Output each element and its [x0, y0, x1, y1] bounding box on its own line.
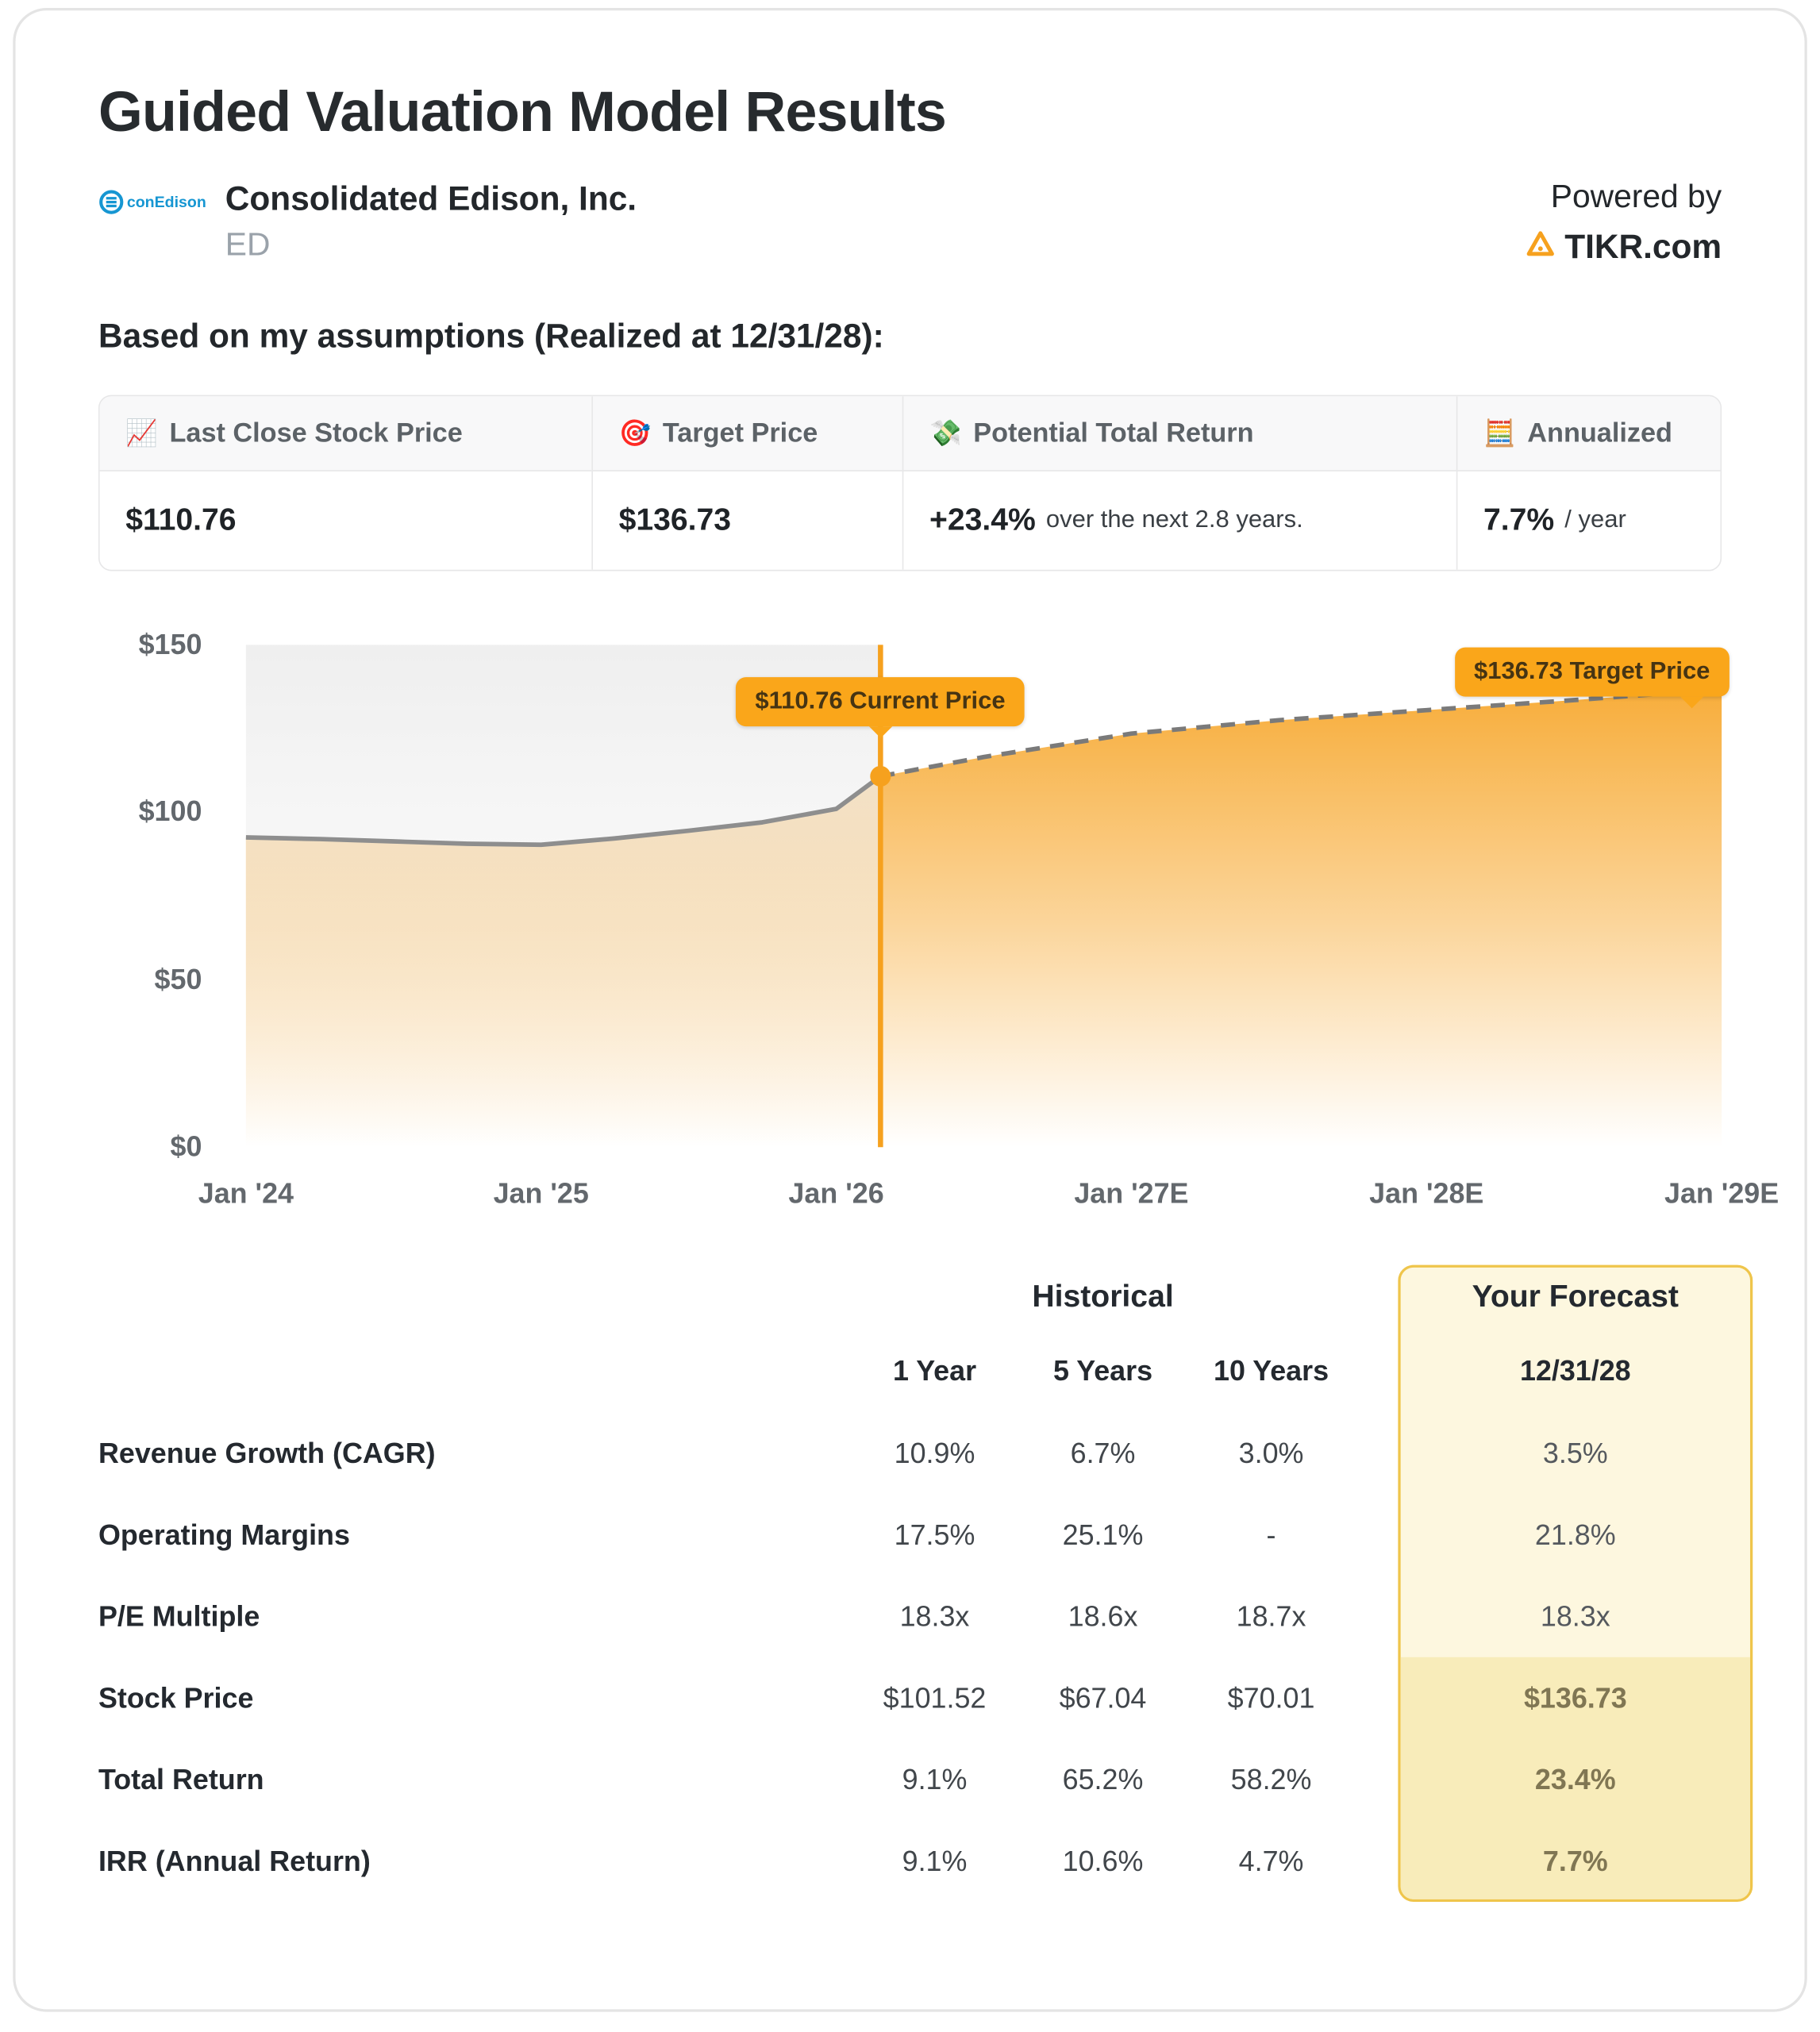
x-axis-label: Jan '29E [1664, 1176, 1780, 1210]
forecast-highlight-box-dark [1400, 1657, 1750, 1899]
historical-value-cell: 9.1% [902, 1844, 968, 1877]
money-with-wings-icon: 💸 [929, 419, 962, 448]
total-return-header: 💸 Potential Total Return [902, 396, 1456, 471]
historical-value-cell: 10.6% [1062, 1844, 1144, 1877]
abacus-icon: 🧮 [1483, 419, 1516, 448]
last-close-header: 📈 Last Close Stock Price [99, 396, 592, 471]
historical-value-cell: $101.52 [883, 1680, 987, 1714]
current-price-callout: $110.76 Current Price [735, 677, 1025, 727]
forecast-value-cell: 18.3x [1540, 1599, 1610, 1632]
annualized-header: 🧮 Annualized [1456, 396, 1721, 471]
metric-row-label: Operating Margins [98, 1518, 350, 1551]
historical-value-cell: 58.2% [1230, 1762, 1312, 1795]
forecast-value-cell: 23.4% [1534, 1762, 1616, 1795]
x-axis-label: Jan '25 [493, 1176, 589, 1210]
historical-value-cell: 18.7x [1236, 1599, 1306, 1632]
historical-value-cell: 10.9% [894, 1436, 975, 1469]
target-icon: 🎯 [618, 419, 652, 448]
total-return-value: +23.4% over the next 2.8 years. [902, 471, 1456, 570]
svg-text:conEdison: conEdison [127, 194, 206, 211]
metrics-table: Historical Your Forecast 1 Year 5 Years … [98, 1264, 1753, 1903]
historical-value-cell: $70.01 [1227, 1680, 1315, 1714]
historical-value-cell: 3.0% [1238, 1436, 1304, 1469]
historical-value-cell: - [1266, 1518, 1276, 1551]
ticker-symbol: ED [225, 226, 271, 264]
company-name: Consolidated Edison, Inc. [225, 179, 637, 218]
historical-value-cell: 65.2% [1062, 1762, 1144, 1795]
col-header-5y: 5 Years [1052, 1354, 1153, 1387]
metric-row-label: Revenue Growth (CAGR) [98, 1436, 436, 1469]
annualized-value: 7.7% / year [1456, 471, 1721, 570]
chart-increasing-icon: 📈 [125, 419, 158, 448]
assumptions-heading: Based on my assumptions (Realized at 12/… [98, 316, 884, 356]
forecast-value-cell: 3.5% [1542, 1436, 1608, 1469]
historical-group-header: Historical [1032, 1279, 1174, 1314]
x-axis-label: Jan '27E [1074, 1176, 1189, 1210]
price-chart: $150 $100 $50 $0 Jan '24 Jan '25 Jan '26… [98, 625, 1780, 1231]
historical-value-cell: 25.1% [1062, 1518, 1144, 1551]
page: Guided Valuation Model Results conEdison… [0, 8, 1820, 2032]
forecast-value-cell: $136.73 [1523, 1680, 1627, 1714]
historical-value-cell: 17.5% [894, 1518, 975, 1551]
historical-value-cell: $67.04 [1059, 1680, 1147, 1714]
tikr-triangle-icon [1526, 231, 1554, 264]
col-header-1y: 1 Year [892, 1354, 977, 1387]
last-close-value: $110.76 [125, 502, 237, 538]
tikr-brand-link[interactable]: TIKR.com [1564, 226, 1722, 266]
target-price-header: 🎯 Target Price [591, 396, 902, 471]
x-axis-label: Jan '24 [198, 1176, 294, 1210]
metric-row-label: P/E Multiple [98, 1599, 260, 1632]
target-price-value: $136.73 [591, 471, 902, 570]
historical-value-cell: 6.7% [1070, 1436, 1136, 1469]
y-axis-label: $100 [138, 795, 202, 828]
col-header-forecast-date: 12/31/28 [1519, 1354, 1631, 1387]
historical-value-cell: 18.3x [899, 1599, 970, 1632]
summary-table: 📈 Last Close Stock Price 🎯 Target Price … [98, 394, 1722, 572]
target-price-callout: $136.73 Target Price [1454, 647, 1730, 709]
historical-value-cell: 4.7% [1238, 1844, 1304, 1877]
company-header: conEdison Consolidated Edison, Inc. ED P… [98, 179, 1722, 267]
powered-by-label: Powered by [1550, 179, 1722, 215]
y-axis-label: $50 [154, 963, 202, 996]
metric-row-label: Stock Price [98, 1680, 254, 1714]
historical-value-cell: 18.6x [1068, 1599, 1138, 1632]
x-axis-label: Jan '28E [1369, 1176, 1484, 1210]
conedison-logo: conEdison [98, 179, 207, 264]
page-title: Guided Valuation Model Results [98, 80, 947, 144]
forecast-value-cell: 7.7% [1542, 1844, 1608, 1877]
y-axis-label: $150 [138, 628, 202, 660]
y-axis-label: $0 [170, 1130, 202, 1163]
x-axis-label: Jan '26 [788, 1176, 884, 1210]
metric-row-label: IRR (Annual Return) [98, 1844, 371, 1877]
forecast-group-header: Your Forecast [1472, 1279, 1679, 1314]
report-card: Guided Valuation Model Results conEdison… [13, 8, 1807, 2012]
price-chart-svg [245, 645, 1722, 1148]
col-header-10y: 10 Years [1214, 1354, 1329, 1387]
historical-value-cell: 9.1% [902, 1762, 968, 1795]
forecast-value-cell: 21.8% [1534, 1518, 1616, 1551]
metric-row-label: Total Return [98, 1762, 264, 1795]
